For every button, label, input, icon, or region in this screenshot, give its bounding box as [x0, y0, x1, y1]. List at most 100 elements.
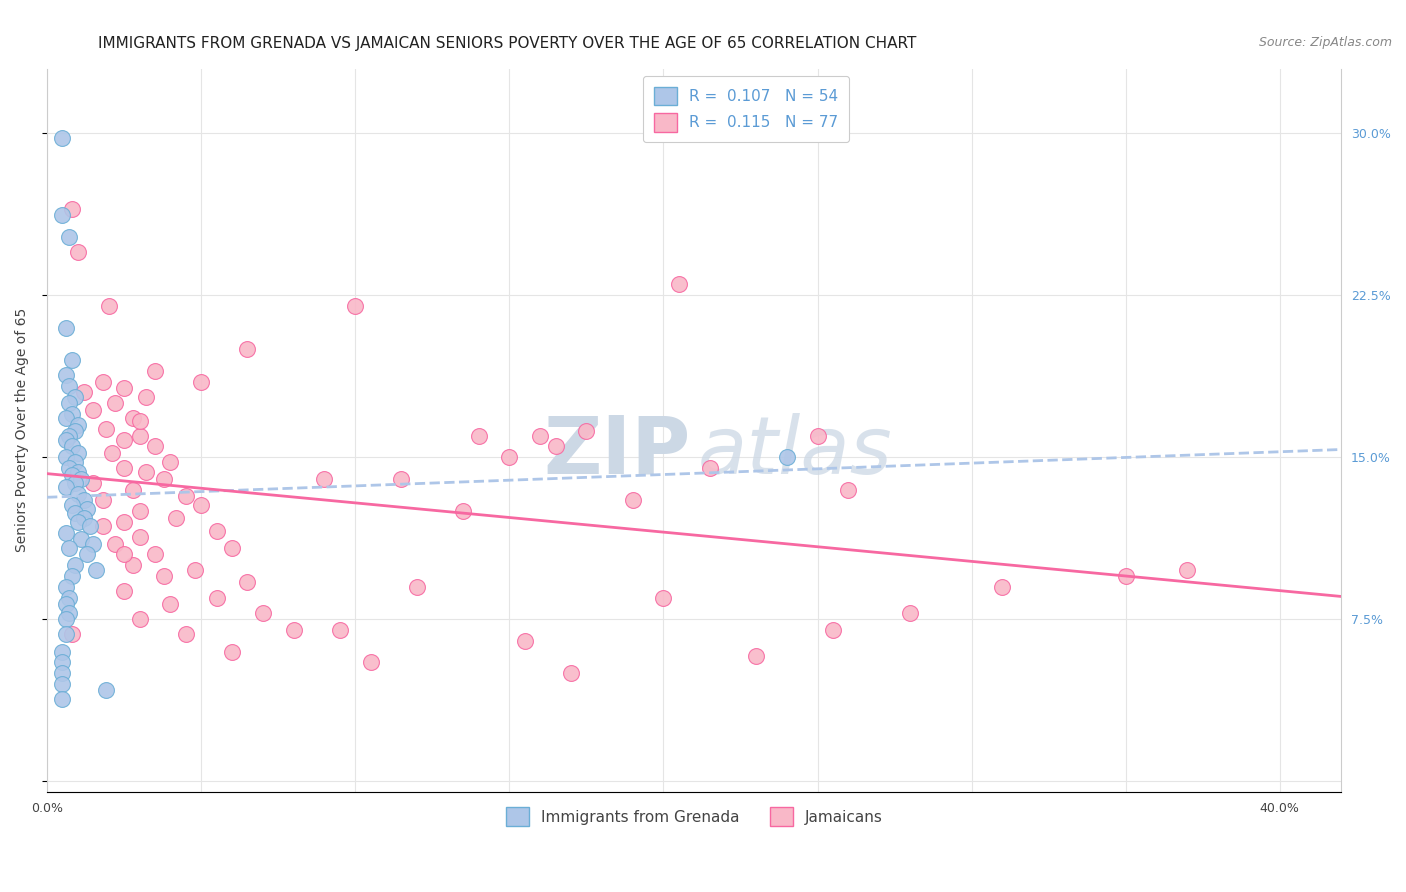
Point	[806, 428, 828, 442]
Point	[314, 472, 336, 486]
Point	[58, 606, 80, 620]
Point	[405, 580, 427, 594]
Point	[70, 472, 93, 486]
Point	[55, 580, 77, 594]
Point	[86, 562, 108, 576]
Point	[898, 606, 921, 620]
Point	[51, 692, 73, 706]
Point	[112, 381, 135, 395]
Point	[190, 498, 212, 512]
Point	[60, 498, 83, 512]
Point	[174, 627, 197, 641]
Point	[97, 299, 120, 313]
Point	[91, 375, 114, 389]
Point	[135, 390, 157, 404]
Point	[51, 644, 73, 658]
Point	[55, 525, 77, 540]
Point	[991, 580, 1014, 594]
Point	[66, 515, 89, 529]
Point	[112, 515, 135, 529]
Point	[513, 633, 536, 648]
Point	[55, 450, 77, 465]
Point	[58, 428, 80, 442]
Point	[73, 493, 96, 508]
Point	[652, 591, 675, 605]
Point	[190, 375, 212, 389]
Point	[66, 446, 89, 460]
Point	[91, 493, 114, 508]
Point	[55, 368, 77, 383]
Text: Source: ZipAtlas.com: Source: ZipAtlas.com	[1258, 36, 1392, 49]
Point	[94, 683, 117, 698]
Point	[112, 548, 135, 562]
Point	[745, 648, 768, 663]
Point	[821, 623, 844, 637]
Point	[82, 402, 104, 417]
Point	[184, 562, 207, 576]
Point	[174, 489, 197, 503]
Point	[112, 584, 135, 599]
Point	[55, 612, 77, 626]
Point	[55, 627, 77, 641]
Point	[122, 411, 145, 425]
Point	[575, 425, 598, 439]
Point	[58, 541, 80, 555]
Point	[63, 476, 86, 491]
Point	[51, 656, 73, 670]
Point	[63, 425, 86, 439]
Point	[55, 411, 77, 425]
Point	[128, 413, 150, 427]
Point	[63, 390, 86, 404]
Point	[63, 507, 86, 521]
Point	[837, 483, 859, 497]
Point	[467, 428, 489, 442]
Point	[51, 666, 73, 681]
Point	[1115, 569, 1137, 583]
Point	[76, 502, 98, 516]
Point	[66, 466, 89, 480]
Point	[699, 461, 721, 475]
Point	[60, 569, 83, 583]
Point	[58, 591, 80, 605]
Point	[122, 558, 145, 573]
Text: IMMIGRANTS FROM GRENADA VS JAMAICAN SENIORS POVERTY OVER THE AGE OF 65 CORRELATI: IMMIGRANTS FROM GRENADA VS JAMAICAN SENI…	[98, 36, 917, 51]
Point	[55, 433, 77, 447]
Point	[100, 446, 122, 460]
Point	[560, 666, 582, 681]
Point	[122, 483, 145, 497]
Point	[55, 320, 77, 334]
Point	[221, 541, 243, 555]
Point	[128, 428, 150, 442]
Point	[104, 396, 127, 410]
Point	[153, 472, 176, 486]
Legend: Immigrants from Grenada, Jamaicans: Immigrants from Grenada, Jamaicans	[496, 798, 891, 835]
Point	[94, 422, 117, 436]
Point	[60, 407, 83, 421]
Point	[112, 433, 135, 447]
Point	[112, 461, 135, 475]
Text: atlas: atlas	[699, 413, 893, 491]
Point	[63, 454, 86, 468]
Point	[76, 548, 98, 562]
Point	[668, 277, 690, 292]
Point	[60, 467, 83, 482]
Point	[63, 558, 86, 573]
Point	[143, 364, 166, 378]
Point	[135, 466, 157, 480]
Point	[205, 524, 228, 538]
Point	[60, 627, 83, 641]
Point	[73, 510, 96, 524]
Point	[51, 130, 73, 145]
Point	[66, 487, 89, 501]
Point	[51, 208, 73, 222]
Text: ZIP: ZIP	[543, 413, 690, 491]
Point	[58, 396, 80, 410]
Point	[283, 623, 305, 637]
Point	[153, 569, 176, 583]
Point	[544, 439, 567, 453]
Point	[128, 612, 150, 626]
Point	[621, 493, 644, 508]
Point	[360, 656, 382, 670]
Point	[66, 245, 89, 260]
Point	[143, 548, 166, 562]
